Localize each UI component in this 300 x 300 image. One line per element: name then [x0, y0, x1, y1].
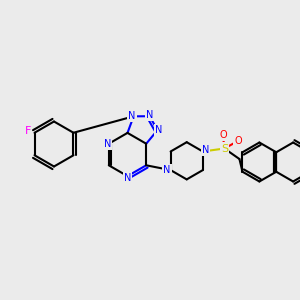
Text: N: N [128, 111, 136, 121]
Text: N: N [155, 125, 163, 135]
Text: N: N [124, 172, 131, 183]
Text: N: N [163, 165, 171, 175]
Text: O: O [234, 136, 242, 146]
Text: S: S [221, 143, 228, 154]
Text: N: N [202, 145, 209, 155]
Text: F: F [25, 126, 31, 136]
Text: N: N [103, 139, 111, 149]
Text: N: N [146, 110, 153, 120]
Text: O: O [219, 130, 227, 140]
